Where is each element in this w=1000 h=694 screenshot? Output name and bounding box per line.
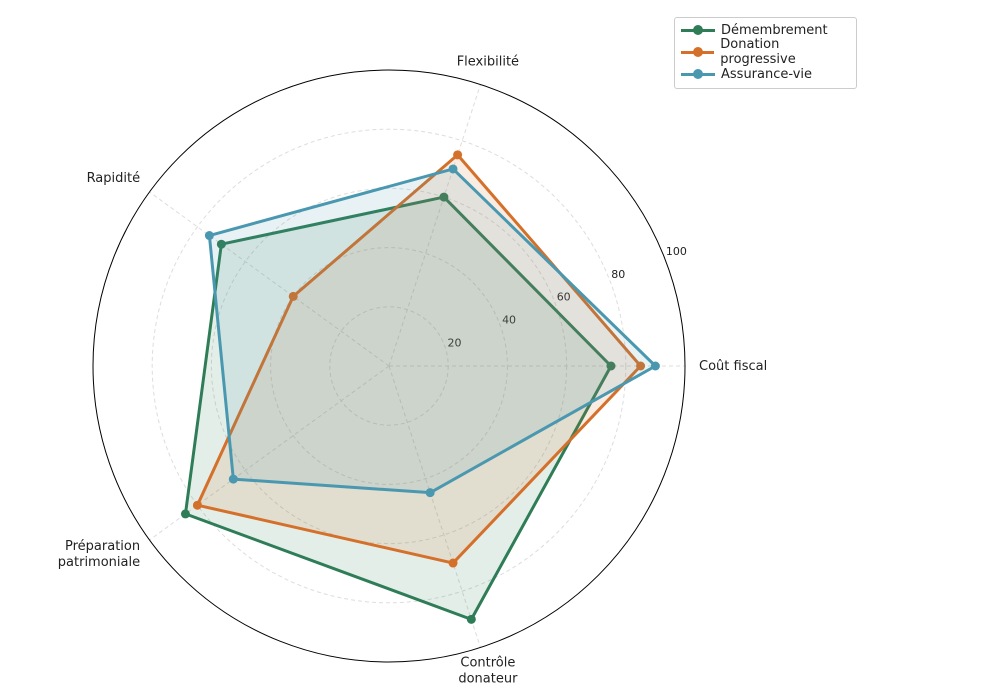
legend-label: Démembrement (721, 22, 828, 38)
series-line (183, 195, 613, 621)
grid-spoke (149, 191, 390, 367)
data-point (650, 361, 660, 371)
grid-spoke (149, 365, 390, 541)
grid-spoke (388, 365, 481, 648)
category-label: Préparation patrimoniale (58, 539, 140, 570)
data-point (425, 488, 435, 498)
r-tick-label: 80 (611, 268, 625, 281)
data-point (448, 164, 458, 174)
series-fill (209, 168, 656, 493)
series-line (195, 153, 643, 565)
data-point (606, 361, 616, 371)
data-point (448, 558, 458, 568)
data-point (288, 291, 298, 301)
data-point (204, 231, 214, 241)
data-point (636, 361, 646, 371)
legend-item-assurance-vie: Assurance-vie (675, 63, 812, 85)
r-tick-label: 100 (666, 245, 687, 258)
legend-item-demembrement: Démembrement (675, 19, 828, 41)
legend-label: Assurance-vie (721, 66, 813, 82)
category-label: Flexibilité (457, 55, 519, 70)
category-label: Coût fiscal (699, 359, 767, 374)
legend: Démembrement Donation progressive Assura… (674, 17, 857, 89)
r-tick-label: 60 (557, 291, 571, 304)
outer-ring (92, 69, 686, 663)
legend-marker-icon (681, 24, 715, 36)
grid-ring (270, 247, 508, 485)
series-line (207, 167, 657, 495)
legend-marker-icon (681, 68, 715, 80)
r-tick-label: 20 (447, 336, 461, 349)
category-label: Contrôle donateur (458, 655, 518, 686)
category-label: Rapidité (87, 171, 141, 186)
data-point (228, 474, 238, 484)
legend-item-donation-progressive: Donation progressive (675, 37, 856, 67)
legend-label: Donation progressive (720, 37, 796, 67)
grid-ring (151, 128, 627, 604)
series-fill (197, 154, 641, 564)
data-point (439, 192, 449, 202)
data-point (192, 500, 202, 510)
grid-spoke (388, 84, 481, 367)
data-point (466, 614, 476, 624)
data-point (453, 150, 463, 160)
r-tick-label: 40 (502, 314, 516, 327)
data-point (180, 509, 190, 519)
legend-marker-icon (681, 46, 715, 58)
data-point (216, 239, 226, 249)
